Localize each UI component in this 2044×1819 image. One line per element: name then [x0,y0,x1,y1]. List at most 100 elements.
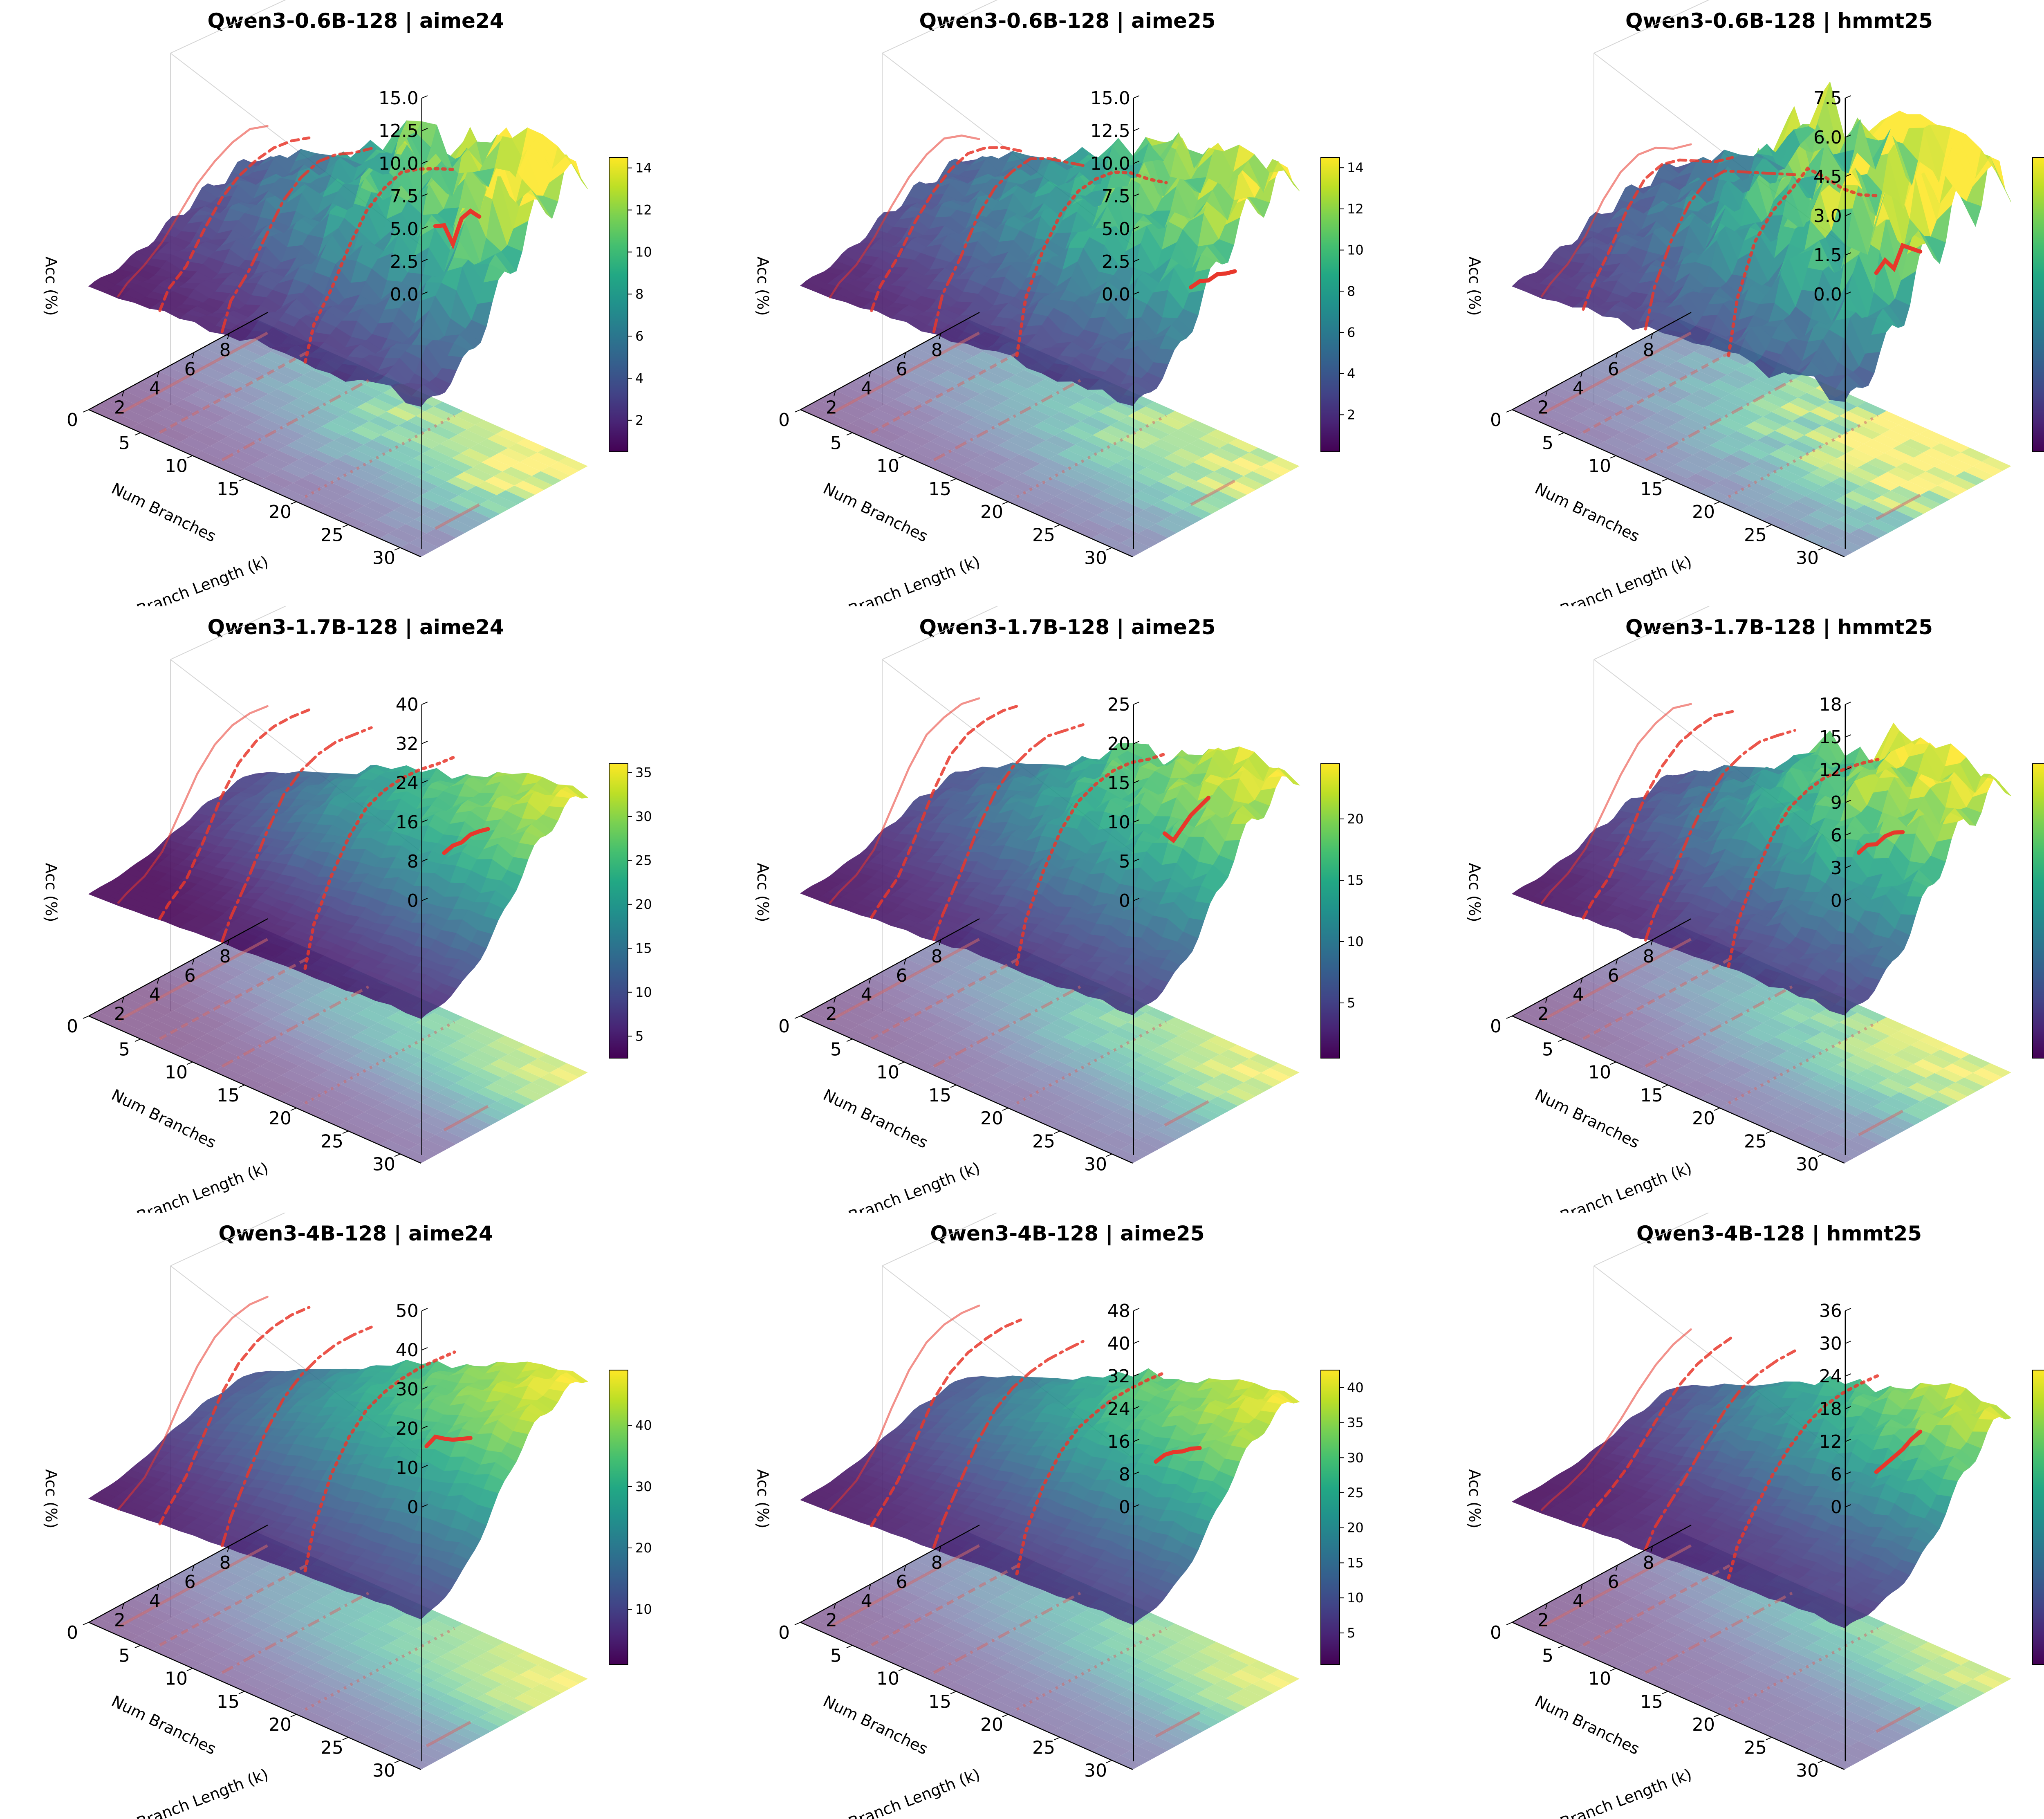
floor-cell [1795,435,1825,449]
floor-cell [1701,445,1731,460]
floor-cell [918,968,948,982]
floor-cell [235,366,265,380]
floor-cell [157,1015,186,1029]
colorbar-tick-label: 4 [1347,366,1355,381]
floor-cell [1140,425,1170,440]
floor-cell [905,954,935,968]
floor-cell [373,496,403,510]
floor-cell [1784,421,1813,435]
floor-cell [1681,436,1710,451]
floor-cell [508,443,538,458]
floor-cell [984,469,1014,483]
floor-cell [396,1069,426,1083]
floor-cell [1961,448,1990,462]
floor-cell [277,991,307,1005]
floor-cell [951,446,981,460]
floor-cell [1677,417,1707,432]
floor-cell [376,515,406,529]
floor-cell [1261,462,1291,476]
floor-cell [540,1072,570,1087]
floor-cell [1015,370,1045,384]
floor-cell [1105,505,1135,520]
floor-cell [1219,1050,1249,1064]
floor-cell [221,1000,251,1015]
floor-cell [1728,431,1757,445]
y-tick [394,1153,401,1157]
floor-cell [1822,421,1852,435]
floor-cell [842,423,872,437]
floor-cell [186,1020,216,1034]
floor-cell [1700,384,1730,399]
floor-cell [1075,440,1105,454]
floor-cell [1839,411,1869,426]
floor-cell [1172,448,1202,462]
floor-cell [1091,1140,1121,1154]
floor-cell [1746,482,1776,497]
floor-cell [994,967,1024,981]
floor-cell [1049,515,1079,529]
floor-cell [165,1010,195,1025]
floor-cell [944,347,974,361]
floor-cell [1013,473,1043,487]
floor-cell [1533,414,1563,428]
floor-cell [903,390,933,404]
subplot-2: Qwen3-0.6B-128 | aime25 2 4 6 8 0 5 10 15 20 25 30 0… [712,0,1423,606]
z-tick [421,259,428,262]
floor-cell [1595,442,1625,456]
colorbar-tick-label: 10 [1347,934,1364,949]
floor-cell [1132,491,1161,505]
z-tick-label: 15.0 [379,88,419,109]
floor-cell [310,1014,340,1028]
floor-series-4 [304,414,455,498]
floor-cell [1664,342,1694,357]
floor-cell [127,404,157,419]
floor-cell [1775,426,1804,440]
floor-cell [232,953,262,968]
z-tick [1133,780,1140,783]
floor-cell [343,1037,372,1051]
floor-cell [1057,1056,1087,1070]
floor-cell [1157,415,1187,430]
z-tick [1133,702,1140,705]
floor-cell [1613,432,1643,446]
floor-cell [549,1068,579,1082]
y-tick [950,1084,957,1088]
floor-cell [233,1014,263,1029]
pane-edge [1594,0,1710,54]
z-tick [421,193,428,197]
floor-cell [396,463,426,477]
floor-cell [244,361,274,375]
pane-edge [170,606,286,660]
floor-cell [1784,482,1814,496]
floor-cell [1699,487,1729,502]
floor-cell [1057,449,1087,464]
y-tick [342,1130,349,1134]
floor-cell [265,976,295,991]
floor-cell [231,450,261,465]
floor-cell [1781,463,1811,478]
x-tick-label: 2 [1537,397,1549,418]
floor-cell [992,403,1022,417]
floor-cell [168,1029,198,1043]
floor-cell [1621,427,1651,442]
floor-cell [1116,458,1146,473]
floor-cell [127,1011,157,1025]
floor-cell [319,464,349,478]
y-tick [794,1016,801,1019]
floor-cell [473,462,502,477]
floor-cell [1521,1006,1551,1021]
floor-cell [334,435,363,450]
floor-cell [355,1112,385,1126]
floor-cell [880,1029,910,1043]
floor-cell [136,1006,166,1020]
floor-cell [416,1017,446,1032]
floor-cell [426,1135,456,1149]
floor-cell [221,394,251,408]
floor-cell [859,413,889,428]
floor-cell [1176,1073,1206,1088]
floor-cell [888,357,918,371]
y-tick-label: 15 [217,1085,240,1106]
floor-cell [180,1043,210,1057]
y-tick-label: 15 [1640,479,1663,500]
